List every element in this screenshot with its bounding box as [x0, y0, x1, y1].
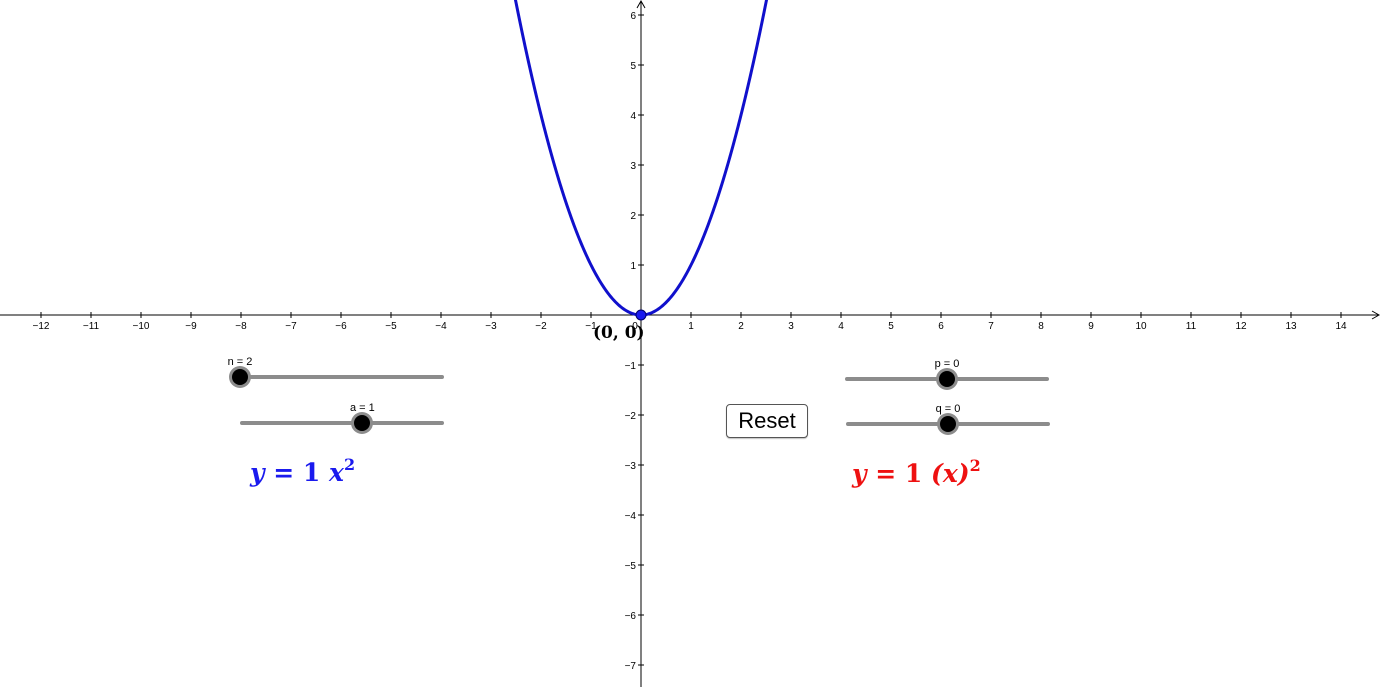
y-tick-label: 4 — [630, 111, 636, 122]
y-tick-label: −6 — [625, 611, 637, 622]
x-tick-label: −9 — [185, 321, 197, 332]
x-tick-label: −8 — [235, 321, 247, 332]
formula-left-lhs: y — [250, 458, 265, 487]
vertex-point[interactable] — [635, 309, 647, 321]
x-tick-label: 1 — [688, 321, 694, 332]
slider-p-knob[interactable] — [939, 371, 955, 387]
slider-n-track[interactable] — [240, 375, 444, 379]
reset-button[interactable]: Reset — [726, 404, 808, 438]
slider-p-caption: p = 0 — [934, 358, 960, 370]
x-tick-label: 3 — [788, 321, 794, 332]
formula-left-coef: 1 — [302, 458, 321, 487]
y-tick-label: −2 — [625, 411, 637, 422]
formula-left-eq: = — [273, 458, 295, 487]
x-axis-arrow — [1371, 310, 1381, 320]
slider-q[interactable]: q = 0 — [846, 403, 1050, 433]
formula-right-exp: 2 — [969, 456, 981, 475]
slider-a[interactable]: a = 1 — [240, 402, 444, 432]
y-tick-label: −4 — [625, 511, 637, 522]
x-tick-label: 4 — [838, 321, 844, 332]
slider-q-knob[interactable] — [940, 416, 956, 432]
x-tick-label: 6 — [938, 321, 944, 332]
x-tick-label: 11 — [1186, 321, 1197, 332]
x-tick-label: −5 — [385, 321, 397, 332]
x-tick-label: 2 — [738, 321, 744, 332]
y-tick-label: 2 — [630, 211, 636, 222]
y-tick-label: −7 — [625, 661, 637, 672]
slider-n[interactable]: n = 2 — [228, 356, 444, 386]
slider-a-caption: a = 1 — [350, 402, 375, 414]
x-tick-label: −3 — [485, 321, 497, 332]
x-tick-label: 7 — [988, 321, 994, 332]
x-tick-label: −1 — [585, 321, 597, 332]
formula-right: y = 1 (x)2 — [852, 456, 981, 488]
x-tick-label: 14 — [1335, 321, 1347, 332]
x-tick-label: −6 — [335, 321, 347, 332]
x-tick-label: −7 — [285, 321, 297, 332]
y-tick-label: −5 — [625, 561, 637, 572]
x-tick-label: 13 — [1285, 321, 1297, 332]
formula-right-lhs: y — [852, 459, 867, 488]
formula-right-coef: 1 — [904, 459, 923, 488]
x-tick-label: −12 — [33, 321, 50, 332]
x-tick-label: −2 — [535, 321, 547, 332]
formula-right-eq: = — [875, 459, 897, 488]
x-tick-label: 0 — [632, 321, 638, 332]
slider-n-knob[interactable] — [232, 369, 248, 385]
slider-p[interactable]: p = 0 — [845, 358, 1049, 388]
y-tick-label: −3 — [625, 461, 637, 472]
formula-right-var: (x) — [931, 459, 970, 488]
x-tick-label: −10 — [133, 321, 150, 332]
formula-left-exp: 2 — [343, 455, 356, 474]
y-tick-label: 6 — [630, 11, 636, 22]
formula-left: y = 1 x2 — [250, 455, 355, 487]
y-tick-label: 1 — [630, 261, 636, 272]
x-tick-label: 12 — [1235, 321, 1247, 332]
x-tick-label: 5 — [888, 321, 894, 332]
x-tick-label: −11 — [83, 321, 100, 332]
x-tick-label: −4 — [435, 321, 447, 332]
y-tick-label: 3 — [630, 161, 636, 172]
y-tick-label: 5 — [630, 61, 636, 72]
formula-left-var: x — [329, 458, 344, 487]
axis-ticks: −12 −11 −10 −9 −8 −7 −6 −5 −4 −3 −2 −1 0 1 2 3 4 5 6 7 8 9 10 1… — [33, 11, 1347, 672]
x-tick-label: 9 — [1088, 321, 1094, 332]
x-tick-label: 8 — [1038, 321, 1044, 332]
slider-a-track[interactable] — [240, 421, 444, 425]
y-axis-arrow — [636, 0, 646, 9]
y-tick-label: −1 — [625, 361, 637, 372]
vertex-label: (0, 0) — [593, 323, 645, 343]
x-tick-label: 10 — [1135, 321, 1147, 332]
slider-n-caption: n = 2 — [227, 356, 253, 368]
slider-q-caption: q = 0 — [935, 403, 961, 415]
slider-a-knob[interactable] — [354, 415, 371, 431]
